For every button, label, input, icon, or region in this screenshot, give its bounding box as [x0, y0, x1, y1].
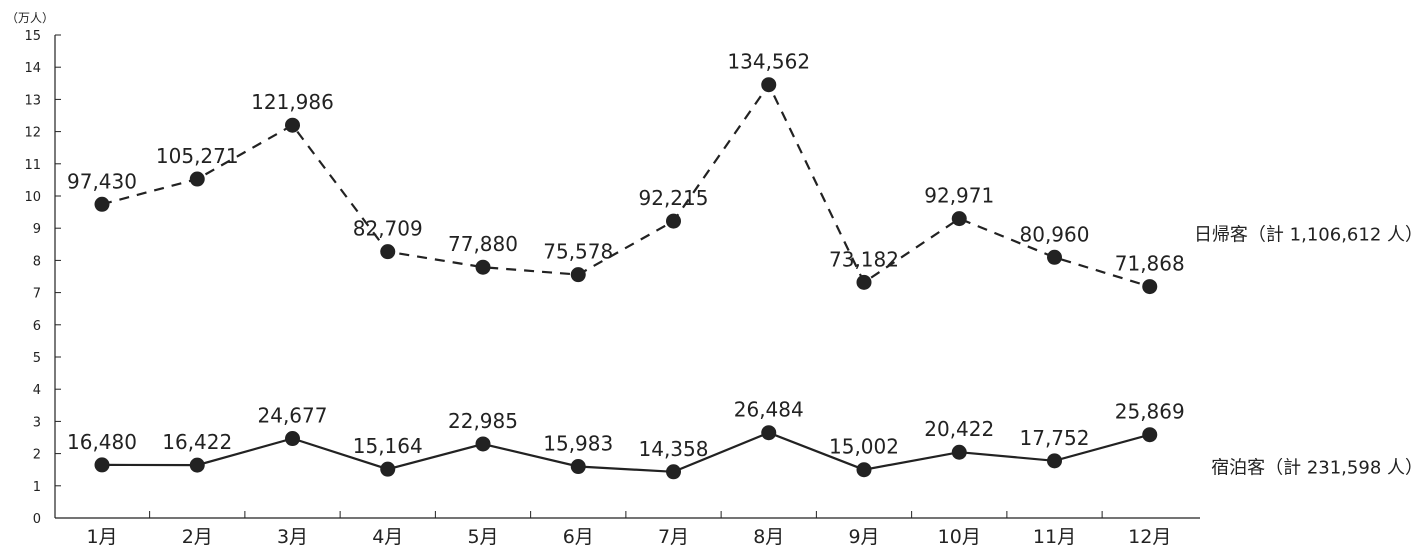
- data-point: [570, 459, 586, 475]
- data-label: 15,002: [829, 435, 899, 459]
- data-label: 75,578: [543, 240, 613, 264]
- data-point: [570, 267, 586, 283]
- data-point: [761, 425, 777, 441]
- x-tick-label: 6月: [563, 526, 594, 548]
- y-tick-label: 1: [33, 480, 41, 495]
- data-label: 25,869: [1115, 400, 1185, 424]
- data-point: [475, 259, 491, 275]
- data-point: [380, 461, 396, 477]
- data-point: [951, 444, 967, 460]
- data-label: 16,422: [162, 430, 232, 454]
- y-axis-unit-label: （万人）: [6, 11, 54, 25]
- data-label: 22,985: [448, 409, 518, 433]
- data-point: [856, 462, 872, 478]
- data-point: [856, 274, 872, 290]
- x-tick-label: 5月: [467, 526, 498, 548]
- y-tick-label: 4: [33, 383, 41, 398]
- data-label: 16,480: [67, 430, 137, 454]
- data-label: 26,484: [734, 398, 804, 422]
- data-point: [475, 436, 491, 452]
- data-label: 14,358: [639, 437, 709, 461]
- y-tick-label: 14: [24, 61, 41, 76]
- y-tick-label: 8: [33, 254, 41, 269]
- data-point: [1142, 279, 1158, 295]
- data-point: [285, 431, 300, 447]
- data-point: [189, 457, 205, 473]
- x-tick-label: 3月: [277, 526, 308, 548]
- x-tick-label: 10月: [938, 526, 981, 548]
- data-label: 15,983: [543, 432, 613, 456]
- x-tick-label: 12月: [1128, 526, 1171, 548]
- data-label: 20,422: [924, 417, 994, 441]
- data-label: 92,215: [639, 186, 709, 210]
- data-point: [951, 211, 967, 227]
- data-label: 24,677: [258, 404, 328, 428]
- data-point: [666, 464, 681, 480]
- series-line: [101, 431, 1151, 473]
- y-tick-label: 10: [24, 190, 41, 205]
- y-tick-label: 6: [33, 319, 41, 334]
- data-point: [1047, 249, 1062, 265]
- data-label: 134,562: [727, 50, 810, 74]
- x-tick-label: 11月: [1033, 526, 1076, 548]
- data-label: 17,752: [1020, 426, 1090, 450]
- data-label: 105,271: [156, 144, 239, 168]
- data-point: [1047, 453, 1062, 469]
- x-tick-label: 2月: [182, 526, 213, 548]
- data-point: [94, 457, 110, 473]
- data-label: 80,960: [1020, 222, 1090, 246]
- data-label: 73,182: [829, 247, 899, 271]
- y-tick-label: 15: [24, 29, 41, 44]
- series-name-label: 宿泊客（計 231,598 人）: [1211, 458, 1423, 479]
- data-point: [761, 77, 777, 93]
- x-tick-label: 4月: [372, 526, 403, 548]
- data-point: [94, 196, 110, 212]
- x-tick-label: 9月: [848, 526, 879, 548]
- data-label: 77,880: [448, 232, 518, 256]
- data-label: 121,986: [251, 90, 334, 114]
- y-tick-label: 2: [33, 448, 41, 463]
- data-label: 92,971: [924, 184, 994, 208]
- x-tick-label: 1月: [86, 526, 117, 548]
- x-tick-label: 8月: [753, 526, 784, 548]
- data-point: [1142, 427, 1158, 443]
- series-name-label: 日帰客（計 1,106,612 人）: [1194, 225, 1423, 246]
- y-tick-label: 13: [24, 93, 41, 108]
- data-label: 82,709: [353, 217, 423, 241]
- y-tick-label: 9: [33, 222, 41, 237]
- y-tick-label: 11: [24, 158, 41, 173]
- data-point: [189, 171, 205, 187]
- y-tick-label: 7: [33, 287, 41, 302]
- data-point: [380, 244, 396, 260]
- y-tick-label: 12: [24, 126, 41, 141]
- y-tick-label: 3: [33, 415, 41, 430]
- y-tick-label: 0: [33, 512, 41, 527]
- data-label: 71,868: [1115, 252, 1185, 276]
- data-point: [285, 117, 300, 133]
- data-point: [666, 213, 681, 229]
- data-label: 15,164: [353, 434, 423, 458]
- y-tick-label: 5: [33, 351, 41, 366]
- data-label: 97,430: [67, 169, 137, 193]
- x-tick-label: 7月: [658, 526, 689, 548]
- series-line: [101, 82, 1151, 288]
